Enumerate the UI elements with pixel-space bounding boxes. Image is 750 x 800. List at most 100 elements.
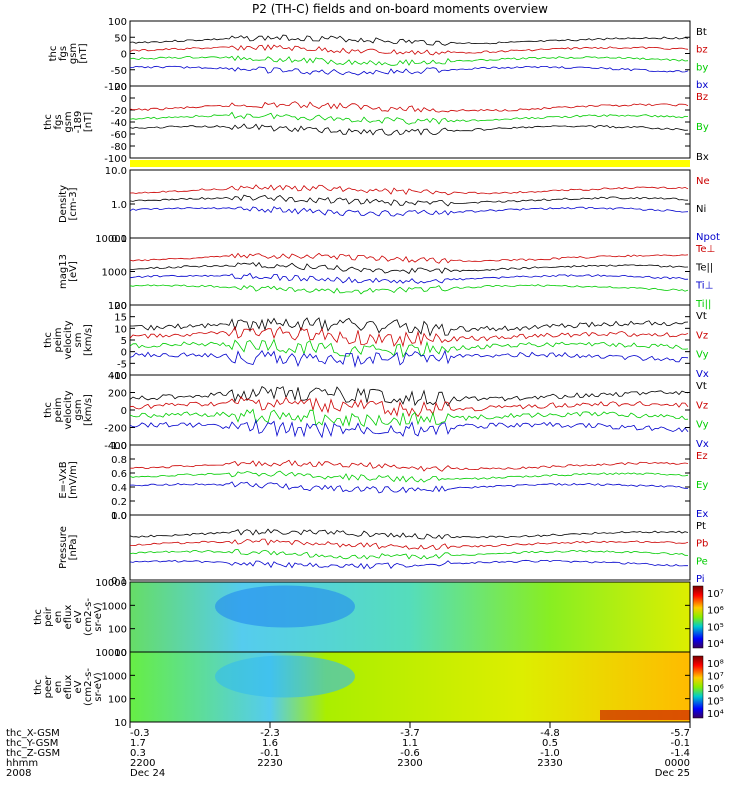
y-label-line: peer xyxy=(43,675,54,699)
y-label-line: -189 xyxy=(73,111,84,134)
colorbar xyxy=(692,585,704,649)
legend-Vt: Vt xyxy=(696,311,707,322)
trace-Vy xyxy=(129,408,689,427)
legend-Pb: Pb xyxy=(696,539,708,550)
colorbar-tick: 10⁵ xyxy=(707,697,724,708)
trace-by xyxy=(129,55,689,66)
panel-frame xyxy=(129,514,691,581)
y-label-line: velocity xyxy=(63,320,74,359)
y-tick-label: -80 xyxy=(111,142,127,153)
y-tick-label: 15 xyxy=(114,313,127,324)
colorbar-tick: 10⁷ xyxy=(707,672,724,683)
y-label-line: gsm xyxy=(68,43,79,64)
y-label-line: Pressure xyxy=(58,526,69,569)
legend-Pi: Pi xyxy=(696,574,705,585)
y-tick-label: -200 xyxy=(104,424,127,435)
panel-7: 1.0 0.8 0.6 0.4 0.2 0.0 E=-VxB [mV/m] Ez Ey Ex xyxy=(58,441,708,522)
legend-Ti⊥: Ti⊥ xyxy=(695,281,713,292)
colorbar-tick: 10⁴ xyxy=(707,709,724,720)
legend-by: by xyxy=(696,62,708,73)
y-axis-label: E=-VxB [mV/m] xyxy=(58,461,79,499)
y-axis-label: thc peer en eflux eV (cm2-s-sr-eV) xyxy=(33,668,104,706)
x-tick-value: -0.1 xyxy=(260,748,280,759)
y-label-line: thc xyxy=(33,609,44,625)
y-tick-label: 10 xyxy=(114,324,127,335)
y-axis-label: Density [cm-3] xyxy=(58,185,79,223)
y-tick-label: 0.0 xyxy=(111,511,127,522)
trace-Pb xyxy=(130,538,689,551)
trace-Te⊥ xyxy=(129,252,689,264)
colorbar xyxy=(692,655,704,719)
panel-frame xyxy=(129,85,691,159)
y-tick-label: 0.6 xyxy=(111,469,127,480)
y-label-line: fgs xyxy=(58,46,69,61)
x-tick-value: Dec 24 xyxy=(130,768,165,779)
legend-Bt: Bt xyxy=(696,27,707,38)
y-axis-label: Pressure [nPa] xyxy=(58,526,79,569)
y-label-line: E=-VxB xyxy=(58,461,69,498)
legend-Vx: Vx xyxy=(696,439,709,450)
panel-frame xyxy=(129,20,691,87)
panel-1: 100 50 0 -50 -100 thc fgs gsm [nT] Bt bz by bx xyxy=(48,17,708,93)
legend-Ex: Ex xyxy=(696,509,708,520)
y-tick-label: -20 xyxy=(111,106,127,117)
legend-Ey: Ey xyxy=(696,480,708,491)
y-label-line: gsm xyxy=(63,111,74,132)
y-tick-label: -100 xyxy=(104,82,127,93)
trace-By xyxy=(129,111,689,125)
y-tick-label: 400 xyxy=(108,371,127,382)
spectrogram-core xyxy=(215,655,355,698)
trace-Vx xyxy=(129,418,689,439)
y-tick-label: 0 xyxy=(121,50,127,61)
x-tick-value: 1.6 xyxy=(262,738,278,749)
legend-Pe: Pe xyxy=(696,556,708,567)
x-row-label: thc_Z-GSM xyxy=(6,748,60,759)
y-tick-label: 1.0 xyxy=(111,441,127,452)
y-label-line: fgs xyxy=(53,114,64,129)
legend-Vx: Vx xyxy=(696,369,709,380)
x-tick-value: -3.7 xyxy=(400,728,420,739)
legend-Vy: Vy xyxy=(696,350,709,361)
colorbar-tick: 10⁶ xyxy=(707,606,724,617)
y-label-line: thc xyxy=(33,679,44,695)
y-tick-label: 50 xyxy=(114,33,127,44)
x-tick-value: 2200 xyxy=(130,758,155,769)
y-tick-label: -60 xyxy=(111,130,127,141)
y-label-line: thc xyxy=(43,114,54,130)
trace-Pt xyxy=(129,528,689,540)
y-tick-label: 20 xyxy=(114,301,127,312)
y-label-line: (cm2-s- xyxy=(83,598,94,636)
legend-Ti||: Ti|| xyxy=(695,299,711,310)
trace-Bx xyxy=(129,123,689,136)
y-tick-label: 10.0 xyxy=(105,166,127,177)
y-tick-label: 10000 xyxy=(95,648,127,659)
y-tick-label: 1000 xyxy=(102,268,127,279)
y-tick-label: 5 xyxy=(121,336,127,347)
trace-Ex xyxy=(129,481,689,494)
y-axis-label: mag13 [eV] xyxy=(58,254,79,289)
y-tick-label: 100 xyxy=(108,625,127,636)
y-tick-label: -50 xyxy=(111,66,127,77)
legend-bx: bx xyxy=(696,80,708,91)
y-tick-label: 0 xyxy=(121,348,127,359)
x-tick-value: 0000 xyxy=(665,758,690,769)
panel-9: 10⁷ 10⁶ 10⁵ 10⁴ 10000 1000 100 10 thc peir en eflux… xyxy=(33,578,724,659)
y-tick-label: -10 xyxy=(111,371,127,382)
legend-Ni: Ni xyxy=(696,204,706,215)
trace-Npot xyxy=(129,206,689,217)
spectrogram-10 xyxy=(130,652,690,722)
x-tick-value: 1.1 xyxy=(402,738,418,749)
y-label-line: [mV/m] xyxy=(68,461,79,499)
y-axis-label: thc fgs gsm [nT] xyxy=(48,43,89,64)
y-tick-label: 0.8 xyxy=(111,455,127,466)
trace-Te|| xyxy=(129,261,689,275)
y-label-line: [km/s] xyxy=(83,324,94,356)
y-label-line: [cm-3] xyxy=(68,187,79,220)
panel-frame xyxy=(129,169,691,239)
y-tick-label: -5 xyxy=(117,359,127,370)
y-tick-label: 1000 xyxy=(102,601,127,612)
y-label-line: en xyxy=(53,611,64,624)
